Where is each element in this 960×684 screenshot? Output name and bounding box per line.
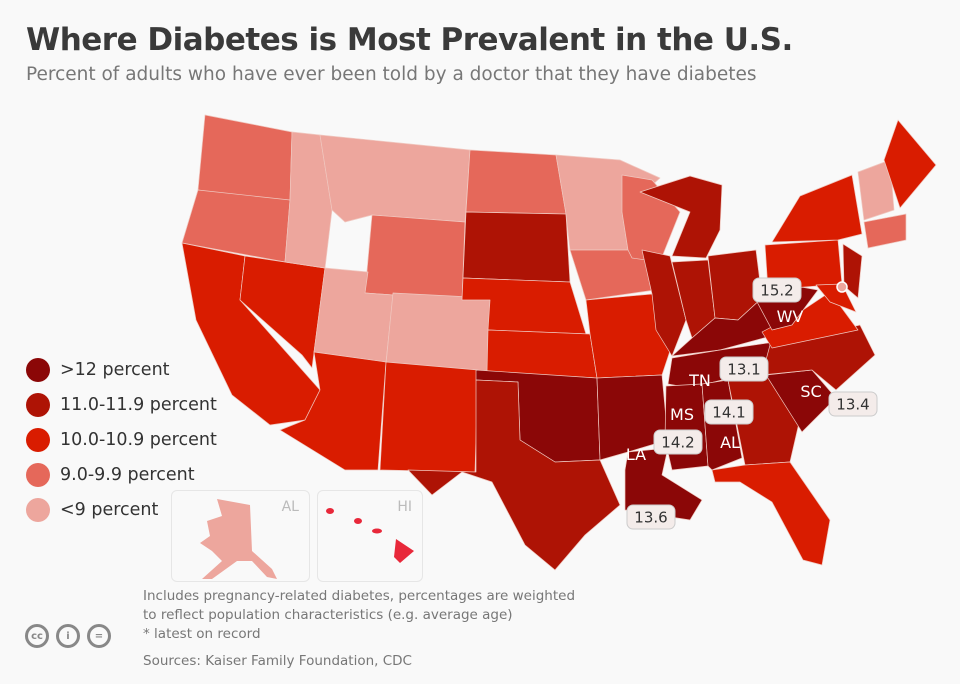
note-line: * latest on record bbox=[143, 626, 261, 642]
legend: >12 percent 11.0-11.9 percent 10.0-10.9 pe… bbox=[26, 352, 217, 527]
state-KY bbox=[671, 297, 776, 357]
state-MA-CT-RI bbox=[863, 213, 907, 249]
state-WA bbox=[197, 114, 293, 201]
legend-item: >12 percent bbox=[26, 352, 217, 387]
state-VT-NH bbox=[857, 159, 895, 221]
state-label-al: AL bbox=[720, 433, 740, 452]
state-MS bbox=[664, 383, 709, 471]
attribution-icon: i bbox=[56, 624, 80, 648]
value-callout: 13.6 bbox=[626, 504, 676, 530]
state-NJ bbox=[842, 243, 863, 299]
legend-label: 10.0-10.9 percent bbox=[60, 429, 217, 450]
state-label-ms: MS bbox=[670, 405, 694, 424]
state-TX bbox=[407, 379, 621, 571]
note-line: to reflect population characteristics (e… bbox=[143, 607, 513, 623]
callout-value: 13.6 bbox=[634, 509, 667, 527]
legend-swatch bbox=[26, 392, 50, 417]
legend-swatch bbox=[26, 357, 50, 382]
alaska-shape bbox=[200, 499, 277, 579]
legend-label: >12 percent bbox=[60, 359, 170, 380]
state-ND bbox=[465, 149, 567, 215]
state-MT bbox=[319, 134, 471, 223]
state-label-tn: TN bbox=[688, 371, 711, 390]
callout-value: 14.1 bbox=[712, 404, 745, 422]
state-FL bbox=[711, 461, 831, 566]
value-callout: 13.4 bbox=[828, 391, 878, 417]
legend-swatch bbox=[26, 427, 50, 452]
state-AR bbox=[596, 374, 669, 461]
legend-label: <9 percent bbox=[60, 499, 159, 520]
legend-label: 11.0-11.9 percent bbox=[60, 394, 217, 415]
alaska-label: AL bbox=[281, 499, 299, 515]
state-SD bbox=[462, 211, 571, 283]
callout-value: 13.4 bbox=[836, 396, 869, 414]
value-callout: 14.2 bbox=[653, 429, 703, 455]
page-subtitle: Percent of adults who have ever been tol… bbox=[26, 64, 757, 85]
alaska-inset: AL bbox=[171, 490, 310, 582]
state-NM bbox=[379, 361, 479, 473]
state-MD bbox=[815, 283, 857, 313]
legend-item: 10.0-10.9 percent bbox=[26, 422, 217, 457]
no-derivatives-icon: = bbox=[87, 624, 111, 648]
legend-item: <9 percent bbox=[26, 492, 217, 527]
value-callout: 13.1 bbox=[719, 356, 769, 382]
callout-value: 13.1 bbox=[727, 361, 760, 379]
note-line: Includes pregnancy-related diabetes, per… bbox=[143, 588, 576, 604]
legend-item: 11.0-11.9 percent bbox=[26, 387, 217, 422]
callout-layer: WV 15.2 TN 13.1 SC 13.4 MS 14.1 AL 14.2 LA 13.6 bbox=[626, 277, 878, 530]
state-label-wv: WV bbox=[777, 307, 804, 326]
sources: Sources: Kaiser Family Foundation, CDC bbox=[143, 653, 412, 669]
callout-value: 15.2 bbox=[760, 282, 793, 300]
state-CO bbox=[385, 292, 491, 373]
legend-item: 9.0-9.9 percent bbox=[26, 457, 217, 492]
state-KS bbox=[486, 329, 598, 379]
notes: Includes pregnancy-related diabetes, per… bbox=[143, 587, 575, 644]
legend-swatch bbox=[26, 462, 50, 487]
state-label-sc: SC bbox=[800, 382, 821, 401]
value-callout: 14.1 bbox=[704, 399, 754, 425]
page-title: Where Diabetes is Most Prevalent in the … bbox=[26, 22, 793, 58]
cc-icon: cc bbox=[25, 624, 49, 648]
value-callout: 15.2 bbox=[752, 277, 802, 303]
license-icons: cc i = bbox=[25, 624, 111, 648]
state-label-la: LA bbox=[626, 445, 646, 464]
hawaii-shape bbox=[326, 508, 414, 563]
state-NY bbox=[771, 174, 863, 243]
state-ME bbox=[883, 119, 937, 209]
state-MI bbox=[639, 175, 723, 259]
state-WY bbox=[364, 214, 466, 301]
dc-marker bbox=[836, 281, 848, 293]
legend-label: 9.0-9.9 percent bbox=[60, 464, 195, 485]
hawaii-label: HI bbox=[397, 499, 412, 515]
legend-swatch bbox=[26, 497, 50, 522]
hawaii-inset: HI bbox=[317, 490, 423, 582]
callout-value: 14.2 bbox=[661, 434, 694, 452]
